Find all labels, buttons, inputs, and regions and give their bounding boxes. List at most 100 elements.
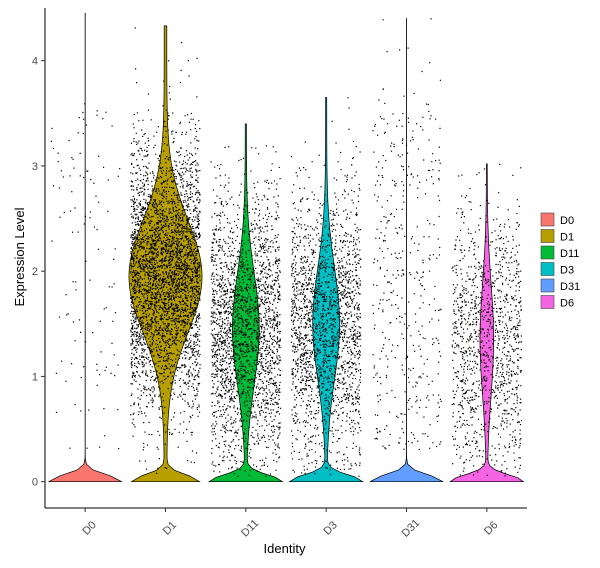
point-D11	[255, 429, 257, 431]
point-D1	[166, 310, 168, 312]
point-D11	[225, 335, 227, 337]
point-D1	[188, 243, 190, 245]
point-D1	[171, 202, 173, 204]
point-D11	[234, 410, 236, 413]
point-D1	[155, 227, 157, 229]
point-D1	[153, 279, 155, 282]
point-D1	[189, 239, 191, 241]
point-D1	[190, 461, 192, 463]
point-D11	[233, 422, 235, 424]
point-D11	[225, 242, 227, 244]
point-D1	[166, 330, 169, 332]
point-D11	[242, 461, 244, 463]
point-D1	[191, 252, 194, 254]
point-D1	[147, 308, 149, 310]
point-D1	[134, 426, 136, 428]
point-D1	[195, 207, 197, 209]
point-D1	[162, 321, 164, 323]
point-D11	[256, 440, 258, 442]
point-D1	[131, 338, 133, 340]
point-D11	[256, 470, 258, 472]
point-D1	[192, 347, 194, 349]
point-D1	[165, 190, 167, 193]
point-D1	[130, 257, 132, 260]
point-D1	[183, 254, 185, 256]
point-D1	[175, 183, 177, 185]
point-D1	[191, 163, 193, 166]
point-D1	[151, 402, 153, 404]
point-D1	[180, 316, 182, 318]
point-D1	[180, 224, 182, 226]
point-D1	[172, 278, 174, 280]
point-D1	[160, 151, 162, 153]
point-D1	[147, 253, 149, 255]
point-D11	[230, 399, 232, 401]
point-D1	[185, 287, 187, 289]
point-D1	[189, 168, 191, 170]
point-D1	[169, 347, 171, 349]
point-D1	[153, 272, 155, 274]
point-D1	[167, 250, 169, 252]
point-D1	[150, 301, 152, 303]
point-D1	[152, 375, 154, 378]
point-D11	[247, 448, 249, 450]
point-D11	[250, 371, 252, 373]
point-D1	[133, 261, 135, 263]
point-D11	[235, 340, 237, 342]
point-D1	[189, 164, 191, 166]
point-D1	[151, 297, 153, 299]
point-D11	[222, 354, 224, 356]
point-D1	[185, 223, 187, 226]
point-D11	[224, 343, 226, 345]
point-D1	[173, 272, 175, 274]
point-D11	[227, 317, 230, 319]
point-D1	[198, 274, 200, 276]
point-D1	[183, 247, 185, 249]
point-D1	[177, 284, 179, 286]
point-D1	[168, 212, 170, 214]
point-D1	[156, 210, 158, 212]
point-D11	[249, 308, 251, 310]
point-D1	[165, 130, 167, 132]
point-D1	[194, 268, 196, 270]
point-D1	[142, 237, 144, 239]
point-D1	[173, 266, 176, 268]
point-D1	[176, 367, 178, 369]
point-D1	[166, 318, 168, 321]
point-D1	[182, 300, 184, 302]
point-D11	[210, 161, 212, 163]
point-D1	[156, 349, 158, 351]
point-D11	[224, 431, 226, 433]
point-D11	[240, 183, 242, 185]
point-D1	[148, 356, 150, 358]
point-D1	[153, 147, 155, 149]
point-D11	[256, 317, 258, 320]
point-D11	[240, 373, 242, 376]
point-D1	[143, 422, 145, 424]
point-D11	[254, 247, 257, 250]
point-D1	[161, 291, 163, 293]
point-D1	[197, 344, 199, 346]
point-D1	[188, 385, 190, 387]
point-D11	[217, 333, 219, 335]
point-D1	[157, 165, 160, 167]
point-D1	[139, 284, 141, 286]
point-D1	[195, 275, 197, 277]
point-D1	[198, 213, 200, 215]
point-D1	[190, 417, 192, 419]
point-D1	[140, 242, 142, 244]
point-D1	[153, 314, 155, 316]
point-D1	[166, 342, 169, 344]
point-D1	[136, 324, 138, 326]
point-D1	[166, 183, 168, 185]
point-D1	[168, 428, 170, 431]
point-D1	[172, 218, 174, 220]
point-D11	[250, 328, 252, 330]
point-D1	[130, 284, 133, 286]
point-D11	[244, 336, 246, 338]
point-D1	[143, 221, 146, 223]
point-D1	[160, 349, 162, 351]
point-D1	[179, 257, 181, 259]
point-D1	[156, 223, 158, 225]
point-D1	[153, 240, 156, 242]
